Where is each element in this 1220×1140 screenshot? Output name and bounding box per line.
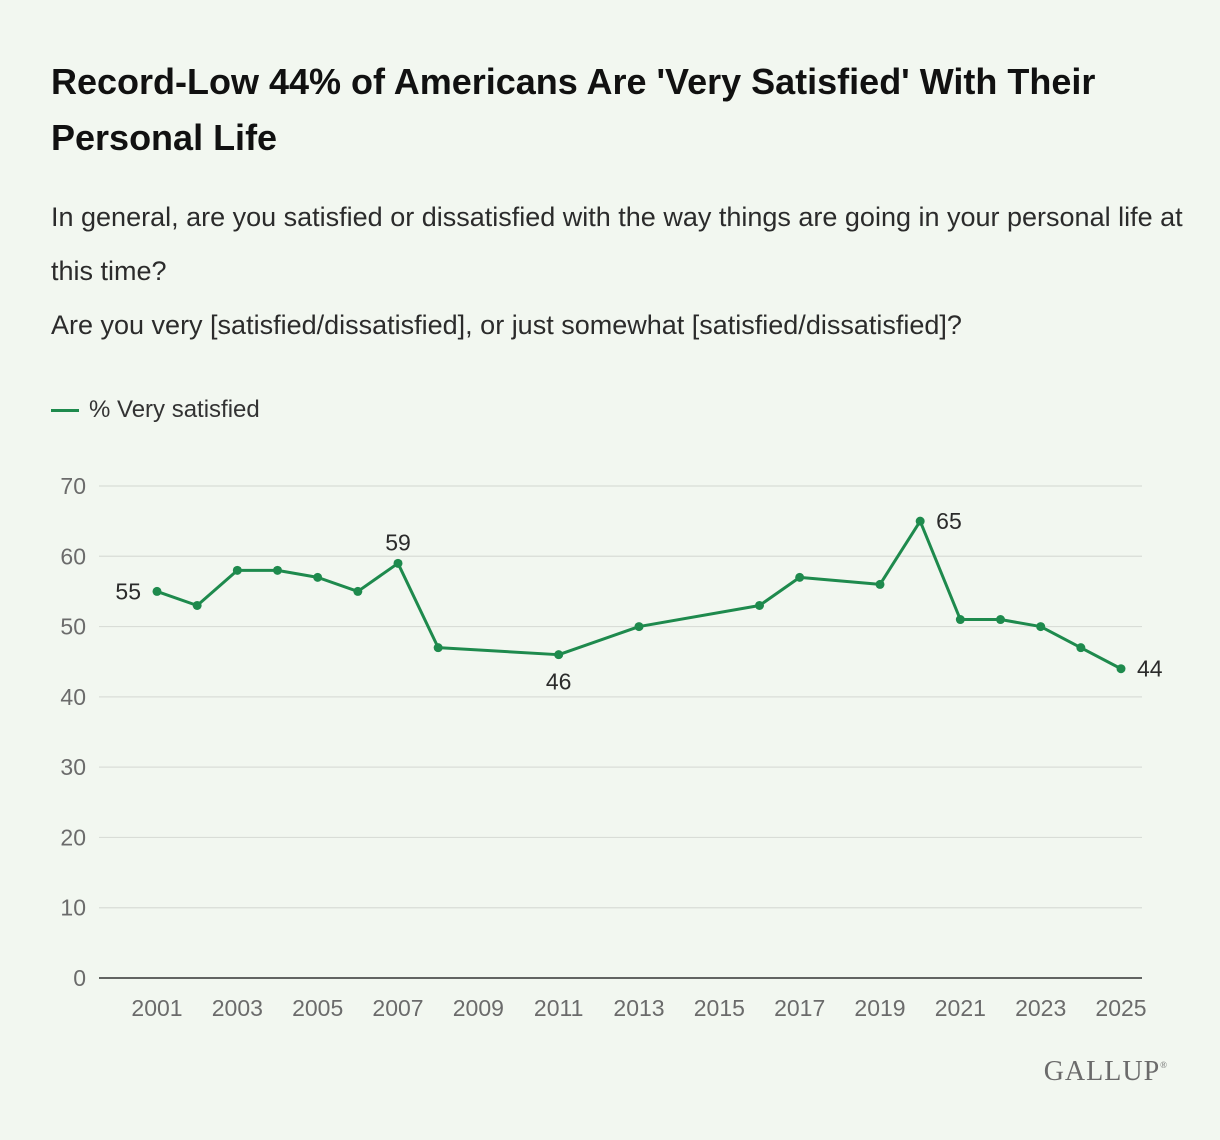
y-tick-label: 0 — [73, 965, 86, 991]
data-points — [152, 516, 1126, 674]
series-line-very-satisfied — [156, 519, 1122, 671]
data-point — [192, 600, 202, 610]
legend-label: % Very satisfied — [89, 396, 260, 423]
x-tick-label: 2001 — [131, 995, 182, 1021]
y-tick-label: 30 — [60, 754, 86, 780]
registered-mark: ® — [1160, 1060, 1168, 1070]
data-labels: 55 59 46 65 44 — [115, 508, 1162, 695]
data-label: 55 — [115, 578, 141, 604]
x-tick-label: 2021 — [935, 995, 986, 1021]
x-tick-label: 2025 — [1095, 995, 1146, 1021]
y-axis-ticks: 0 10 20 30 40 50 60 70 — [60, 473, 86, 991]
data-point — [393, 558, 403, 568]
data-point — [554, 650, 564, 660]
y-tick-label: 50 — [60, 614, 86, 640]
data-point — [353, 586, 363, 596]
data-label: 46 — [546, 669, 572, 695]
x-tick-label: 2017 — [774, 995, 825, 1021]
data-point — [273, 565, 282, 575]
chart-title: Record-Low 44% of Americans Are 'Very Sa… — [51, 61, 1096, 158]
x-tick-label: 2019 — [854, 995, 905, 1021]
y-tick-label: 20 — [60, 824, 86, 850]
x-tick-label: 2013 — [613, 995, 664, 1021]
chart-legend: % Very satisfied — [51, 396, 260, 424]
data-label: 59 — [385, 529, 411, 555]
x-tick-label: 2005 — [292, 995, 343, 1021]
data-point — [313, 572, 323, 582]
y-tick-label: 70 — [60, 473, 86, 499]
data-label: 44 — [1137, 656, 1163, 682]
x-axis-ticks: 2001 2003 2005 2007 2009 2011 2013 2015 2017 2019… — [131, 995, 1146, 1021]
x-tick-label: 2007 — [372, 995, 423, 1021]
data-point — [915, 516, 925, 526]
gallup-logo: GALLUP® — [1044, 1056, 1168, 1088]
data-point — [1076, 643, 1086, 653]
data-point — [433, 643, 443, 653]
x-tick-label: 2023 — [1015, 995, 1066, 1021]
data-point — [795, 572, 805, 582]
data-point — [755, 600, 764, 610]
data-label: 65 — [936, 508, 962, 534]
question-line-2: Are you very [satisfied/dissatisfied], o… — [51, 310, 962, 340]
y-tick-label: 40 — [60, 684, 86, 710]
y-tick-label: 60 — [60, 543, 86, 569]
legend-line-swatch — [51, 408, 79, 412]
data-point — [875, 579, 885, 589]
y-tick-label: 10 — [60, 895, 86, 921]
data-point — [996, 615, 1005, 625]
x-tick-label: 2015 — [694, 995, 745, 1021]
question-line-1: In general, are you satisfied or dissati… — [51, 202, 1183, 286]
data-point — [634, 622, 644, 632]
x-tick-label: 2003 — [212, 995, 263, 1021]
data-point — [955, 615, 965, 625]
data-point — [152, 586, 162, 596]
x-tick-label: 2011 — [534, 995, 583, 1021]
survey-question: In general, are you satisfied or dissati… — [51, 190, 1191, 352]
x-tick-label: 2009 — [453, 995, 504, 1021]
grid-lines — [99, 485, 1142, 909]
gallup-logo-text: GALLUP — [1043, 1056, 1161, 1087]
data-point — [1116, 664, 1126, 674]
data-point — [1036, 622, 1046, 632]
line-chart: 0 10 20 30 40 50 60 70 2001 2003 2005 2007 2009 2011… — [60, 473, 1162, 1021]
data-point — [232, 565, 242, 575]
